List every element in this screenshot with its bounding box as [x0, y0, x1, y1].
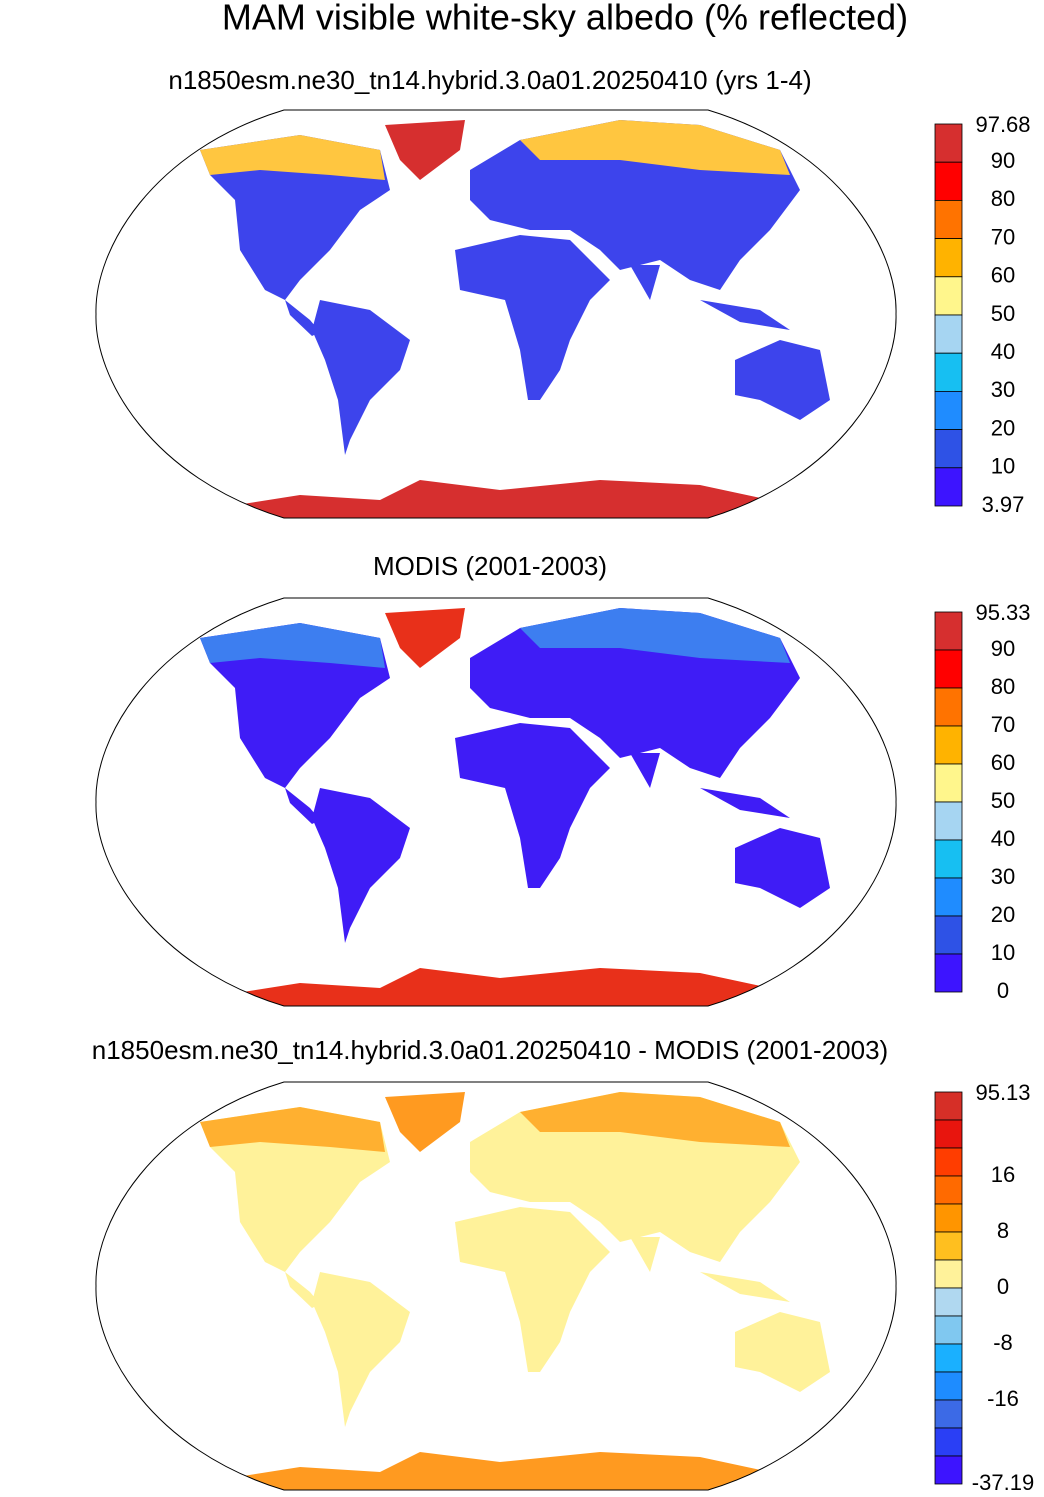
colorbar-label: 90 — [991, 148, 1015, 173]
colorbar-box — [934, 1371, 963, 1401]
colorbar-label: 40 — [991, 826, 1015, 851]
colorbar-label: 10 — [991, 940, 1015, 965]
colorbar-box — [934, 1343, 963, 1373]
colorbar-label: 60 — [991, 750, 1015, 775]
colorbar-box — [934, 1091, 963, 1121]
colorbar-label: 50 — [991, 788, 1015, 813]
colorbar-box — [934, 352, 963, 392]
colorbar-box — [934, 1203, 963, 1233]
colorbar-box — [934, 467, 963, 507]
colorbar-box — [934, 1399, 963, 1429]
colorbar-label: 95.13 — [975, 1080, 1030, 1105]
map — [96, 598, 896, 1008]
colorbar-box — [934, 953, 963, 993]
colorbar-label: 30 — [991, 864, 1015, 889]
colorbar-box — [934, 276, 963, 316]
colorbar-label: 80 — [991, 674, 1015, 699]
colorbar-label: 0 — [997, 978, 1009, 1003]
colorbar-label: 30 — [991, 377, 1015, 402]
colorbar-box — [934, 1119, 963, 1149]
colorbar-label: 10 — [991, 454, 1015, 479]
colorbar-box — [934, 1287, 963, 1317]
colorbar-box — [934, 763, 963, 803]
colorbar-box — [934, 839, 963, 879]
colorbar-label: -8 — [993, 1330, 1013, 1355]
colorbar-box — [934, 1427, 963, 1457]
colorbar-label: 60 — [991, 263, 1015, 288]
colorbar-label: 8 — [997, 1218, 1009, 1243]
colorbar-box — [934, 1315, 963, 1345]
colorbar-label: 16 — [991, 1162, 1015, 1187]
colorbar-box — [934, 1147, 963, 1177]
map — [96, 1082, 896, 1492]
colorbar-box — [934, 915, 963, 955]
colorbar-box — [934, 238, 963, 278]
colorbar-box — [934, 314, 963, 354]
colorbar-box — [934, 390, 963, 430]
colorbar-box — [934, 1231, 963, 1261]
colorbar-label: 40 — [991, 339, 1015, 364]
colorbar-box — [934, 877, 963, 917]
colorbar-label: 3.97 — [982, 492, 1025, 517]
colorbar-box — [934, 161, 963, 201]
colorbar-box — [934, 1455, 963, 1485]
colorbar-label: 97.68 — [975, 112, 1030, 137]
colorbar-box — [934, 611, 963, 651]
map — [96, 110, 896, 520]
colorbar-box — [934, 199, 963, 239]
colorbar-label: 70 — [991, 224, 1015, 249]
colorbar-box — [934, 649, 963, 689]
colorbar-box — [934, 801, 963, 841]
colorbar-label: 70 — [991, 712, 1015, 737]
colorbar-label: 20 — [991, 902, 1015, 927]
colorbar-label: -37.19 — [972, 1470, 1034, 1492]
colorbar-box — [934, 123, 963, 163]
panel-title: n1850esm.ne30_tn14.hybrid.3.0a01.2025041… — [92, 1035, 888, 1065]
figure-title: MAM visible white-sky albedo (% reflecte… — [222, 0, 908, 38]
colorbar-label: 90 — [991, 636, 1015, 661]
colorbar-box — [934, 1259, 963, 1289]
colorbar-box — [934, 687, 963, 727]
colorbar-label: 95.33 — [975, 600, 1030, 625]
colorbar-label: -16 — [987, 1386, 1019, 1411]
colorbar-label: 0 — [997, 1274, 1009, 1299]
colorbar-box — [934, 725, 963, 765]
colorbar-label: 80 — [991, 186, 1015, 211]
colorbar-box — [934, 1175, 963, 1205]
panel-title: n1850esm.ne30_tn14.hybrid.3.0a01.2025041… — [168, 65, 811, 95]
panel-title: MODIS (2001-2003) — [373, 551, 607, 581]
colorbar-box — [934, 429, 963, 469]
colorbar-label: 20 — [991, 415, 1015, 440]
colorbar-label: 50 — [991, 301, 1015, 326]
